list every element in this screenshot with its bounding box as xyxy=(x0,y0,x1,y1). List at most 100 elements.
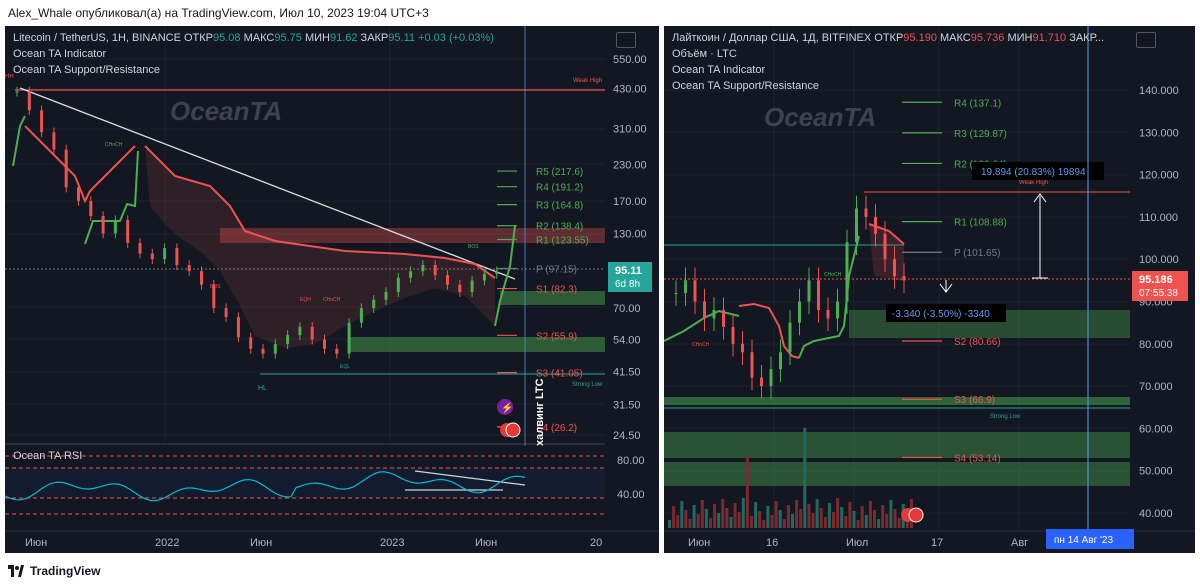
left-level-label-s4: S4 (26.2) xyxy=(536,423,577,434)
right-level-label-s3: S3 (66.9) xyxy=(954,395,995,406)
left-indicator-2[interactable]: Ocean TA Support/Resistance xyxy=(13,64,160,76)
left-bull-line-3 xyxy=(494,225,516,327)
right-volume-bar xyxy=(774,501,778,528)
right-candle xyxy=(731,326,735,344)
right-indicator-1[interactable]: Ocean TA Indicator xyxy=(672,64,766,76)
right-volume-bar xyxy=(799,509,803,528)
right-volume-bar xyxy=(819,508,823,528)
right-volume-bar xyxy=(873,510,876,528)
right-open: 95.190 xyxy=(903,32,937,44)
left-candle xyxy=(150,253,154,260)
right-y-tick: 100.000 xyxy=(1139,254,1179,266)
right-volume-bar xyxy=(844,516,848,528)
right-level-label-s4: S4 (53.14) xyxy=(954,453,1001,464)
right-candle xyxy=(817,280,820,310)
right-indicator-2[interactable]: Ocean TA Support/Resistance xyxy=(672,80,819,92)
left-eqh-label: EQH xyxy=(300,297,311,303)
left-rsi-pane xyxy=(5,446,605,531)
right-level-label-r1: R1 (108.88) xyxy=(954,218,1007,229)
left-last-price-box xyxy=(608,262,652,292)
left-y-tick: 54.00 xyxy=(613,334,641,346)
left-candle xyxy=(236,317,240,338)
left-hh-label: HH xyxy=(5,74,14,80)
left-indicator-1[interactable]: Ocean TA Indicator xyxy=(13,48,107,60)
left-rsi-tick-40: 40.00 xyxy=(617,489,645,501)
right-candle xyxy=(712,309,716,319)
left-level-label-r3: R3 (164.8) xyxy=(536,201,583,212)
right-volume-bar xyxy=(791,514,794,528)
tradingview-brand: TradingView xyxy=(30,564,101,578)
left-chart-svg[interactable]: Weak High Strong Low R5 (217.6) R4 (191.2… xyxy=(5,26,659,553)
left-chart-panel[interactable]: Weak High Strong Low R5 (217.6) R4 (191.2… xyxy=(5,26,659,553)
right-x-tick: Авг xyxy=(1011,537,1028,549)
left-rsi-title: Ocean TA RSI xyxy=(13,450,82,462)
left-y-tick: 24.50 xyxy=(613,430,641,442)
left-candle xyxy=(286,335,290,345)
right-support-zone-2 xyxy=(664,397,1130,405)
left-candle xyxy=(495,271,499,274)
right-y-tick: 80.000 xyxy=(1139,339,1173,351)
left-candle xyxy=(40,110,44,133)
left-choch-label-2: CHoCH xyxy=(323,297,341,303)
right-measure-text: 19.894 (20.83%) 19894 xyxy=(981,167,1086,178)
left-flag-icon-2 xyxy=(505,422,521,438)
left-candle xyxy=(89,200,93,217)
right-measure2-arrowhead xyxy=(939,283,953,293)
right-volume-bar xyxy=(864,515,868,528)
right-volume-bar xyxy=(762,520,766,528)
left-candle xyxy=(273,344,277,354)
left-candle xyxy=(347,322,351,354)
right-volume-bar xyxy=(836,498,840,528)
right-strong-low-label: Strong Low xyxy=(990,414,1021,420)
right-volume-bar xyxy=(868,501,872,528)
right-last-price: 95.186 xyxy=(1139,274,1173,286)
right-chart-svg[interactable]: Strong Low Weak High CHoCH CHoCH R4 (137… xyxy=(664,26,1195,553)
left-candle xyxy=(470,280,474,292)
right-y-tick: 110.000 xyxy=(1139,212,1178,224)
left-candle xyxy=(421,265,425,272)
right-support-zone-4 xyxy=(664,462,1130,486)
right-volume-bar xyxy=(823,517,827,528)
right-legend-row1: Лайткоин / Доллар США, 1Д, BITFINEX ОТКР… xyxy=(672,32,1104,44)
right-volume-indicator[interactable]: Объём · LTC xyxy=(672,48,737,60)
right-low-label: МИН xyxy=(1007,32,1033,44)
right-level-label-p: P (101.65) xyxy=(954,248,1001,259)
left-candle xyxy=(261,348,265,354)
right-volume-bar xyxy=(733,503,737,528)
left-y-tick: 130.00 xyxy=(613,228,647,240)
right-volume-bar xyxy=(700,500,704,528)
right-symbol[interactable]: Лайткоин / Доллар США, 1Д, BITFINEX xyxy=(672,32,872,44)
left-support-zone-2 xyxy=(500,291,610,305)
right-candle xyxy=(741,343,744,353)
right-volume-bar xyxy=(754,502,758,528)
left-low-label: МИН xyxy=(304,32,330,44)
left-candle xyxy=(384,291,388,300)
right-x-ticks: Июн 16 Июл 17 Авг xyxy=(688,537,1028,549)
right-x-tick: 17 xyxy=(931,537,943,549)
right-volume-bar xyxy=(737,512,741,528)
left-candle xyxy=(138,242,142,254)
right-volume-bar xyxy=(852,511,856,528)
right-volume-bar xyxy=(782,519,786,528)
left-candle xyxy=(126,220,130,243)
left-bos-label-2: BOS xyxy=(468,244,479,250)
right-volume-bar xyxy=(795,500,799,528)
right-candle xyxy=(788,322,792,353)
left-legend-toggle-button[interactable] xyxy=(616,32,636,48)
right-chart-panel[interactable]: Strong Low Weak High CHoCH CHoCH R4 (137… xyxy=(664,26,1195,553)
right-volume-bar xyxy=(827,503,831,528)
right-legend-toggle-button[interactable] xyxy=(1136,32,1156,48)
right-candle xyxy=(798,301,801,323)
left-symbol[interactable]: Litecoin / TetherUS, 1H, BINANCE xyxy=(13,32,181,44)
left-low: 91.62 xyxy=(329,32,358,44)
right-volume-bar xyxy=(860,506,864,528)
left-candle xyxy=(323,339,326,349)
right-volume-bar xyxy=(885,514,889,528)
right-level-label-r4: R4 (137.1) xyxy=(954,98,1001,109)
left-strong-low-label: Strong Low xyxy=(572,382,603,388)
left-candle xyxy=(433,265,437,276)
left-candle xyxy=(359,308,363,323)
left-candles xyxy=(15,86,499,359)
left-event-icon[interactable] xyxy=(497,399,513,415)
right-candle xyxy=(750,352,754,378)
